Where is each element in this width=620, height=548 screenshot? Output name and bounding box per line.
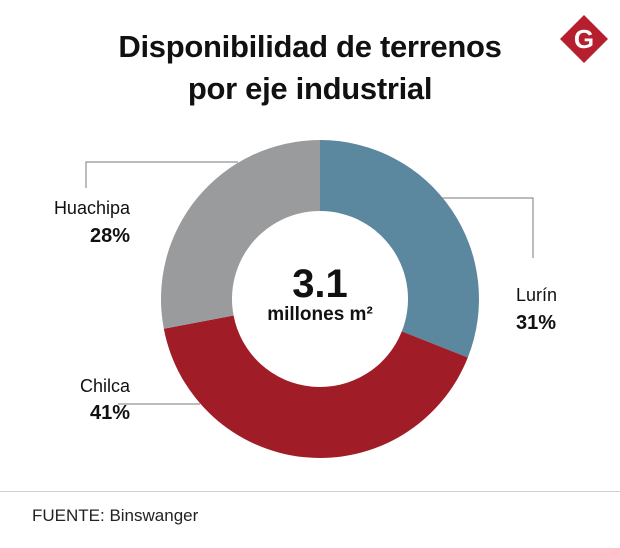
slice-label-huachipa: Huachipa [53,198,130,218]
slice-huachipa [161,140,320,329]
leader-line-huachipa [85,161,238,188]
slice-label-chilca: Chilca [79,376,130,396]
brand-logo-letter: G [574,24,594,54]
center-total-value: 3.1 [292,262,348,306]
slice-lurin [320,140,479,358]
chart-title-line-2: por eje industrial [187,71,433,106]
slice-percent-huachipa: 28% [89,225,130,247]
slice-percent-lurin: 31% [516,312,557,334]
center-total-unit: millones m² [267,304,373,325]
chart-title-line-1: Disponibilidad de terrenos [118,29,502,64]
chart-title: Disponibilidad de terrenos por eje indus… [0,26,620,110]
leader-lines [85,161,534,405]
leader-line-lurin [436,197,534,258]
donut-slices [161,140,479,459]
slice-chilca [163,315,468,459]
footer-divider [0,491,620,492]
slice-percent-chilca: 41% [89,402,130,424]
brand-logo-icon: G [560,15,608,63]
brand-logo-diamond [560,15,608,63]
source-note: FUENTE: Binswanger [32,506,199,525]
slice-label-lurin: Lurín [516,285,558,305]
